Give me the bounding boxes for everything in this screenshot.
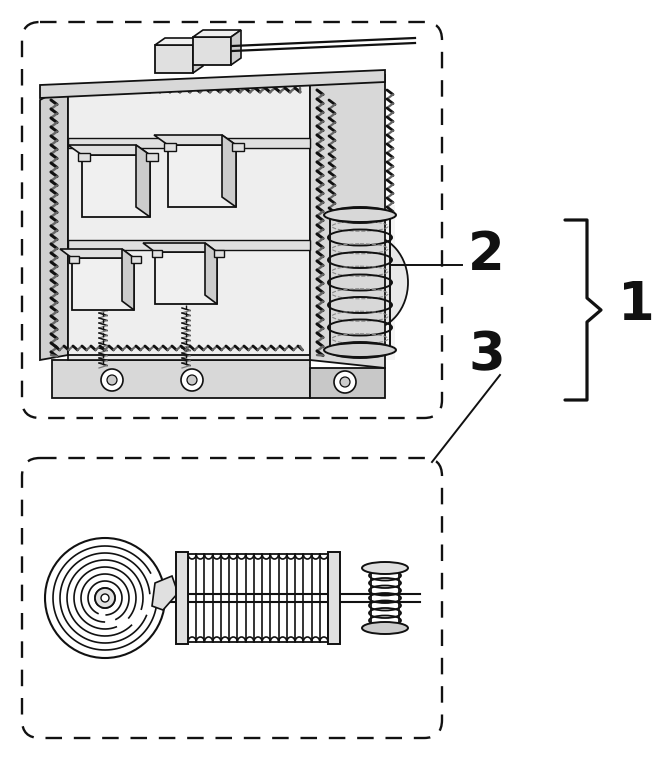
Polygon shape — [68, 240, 310, 250]
Circle shape — [187, 375, 197, 385]
Polygon shape — [68, 138, 310, 148]
Polygon shape — [214, 250, 224, 257]
Polygon shape — [40, 70, 385, 98]
Polygon shape — [310, 75, 385, 368]
Polygon shape — [146, 153, 158, 161]
Polygon shape — [143, 243, 217, 252]
Polygon shape — [193, 30, 241, 37]
Polygon shape — [122, 249, 134, 310]
Polygon shape — [222, 135, 236, 207]
Text: 1: 1 — [618, 279, 653, 331]
Polygon shape — [78, 153, 90, 161]
Polygon shape — [52, 360, 310, 398]
Polygon shape — [176, 552, 188, 644]
Polygon shape — [40, 85, 68, 360]
Ellipse shape — [328, 236, 408, 330]
Polygon shape — [231, 30, 241, 65]
Polygon shape — [152, 576, 178, 610]
Circle shape — [107, 375, 117, 385]
Ellipse shape — [362, 622, 408, 634]
Circle shape — [101, 369, 123, 391]
Polygon shape — [193, 37, 231, 65]
Circle shape — [334, 371, 356, 393]
Polygon shape — [152, 250, 162, 257]
Polygon shape — [154, 135, 236, 145]
Text: 2: 2 — [468, 229, 505, 281]
Circle shape — [340, 377, 350, 387]
Polygon shape — [168, 145, 236, 207]
Polygon shape — [155, 38, 203, 45]
Polygon shape — [82, 155, 150, 217]
Polygon shape — [155, 252, 217, 304]
Ellipse shape — [324, 343, 396, 357]
Polygon shape — [325, 205, 395, 360]
Polygon shape — [232, 143, 244, 151]
Polygon shape — [68, 145, 150, 155]
Circle shape — [181, 369, 203, 391]
Polygon shape — [60, 249, 134, 258]
Polygon shape — [328, 552, 340, 644]
Circle shape — [101, 594, 109, 602]
Polygon shape — [72, 258, 134, 310]
Polygon shape — [68, 345, 325, 360]
Ellipse shape — [324, 208, 396, 222]
Polygon shape — [136, 145, 150, 217]
Polygon shape — [164, 143, 176, 151]
Polygon shape — [69, 256, 79, 263]
Polygon shape — [205, 243, 217, 304]
Polygon shape — [131, 256, 141, 263]
Circle shape — [95, 588, 115, 608]
Ellipse shape — [362, 562, 408, 574]
Text: 3: 3 — [468, 329, 505, 381]
Polygon shape — [193, 38, 203, 73]
Polygon shape — [155, 45, 193, 73]
Polygon shape — [310, 368, 385, 398]
Polygon shape — [68, 85, 310, 355]
